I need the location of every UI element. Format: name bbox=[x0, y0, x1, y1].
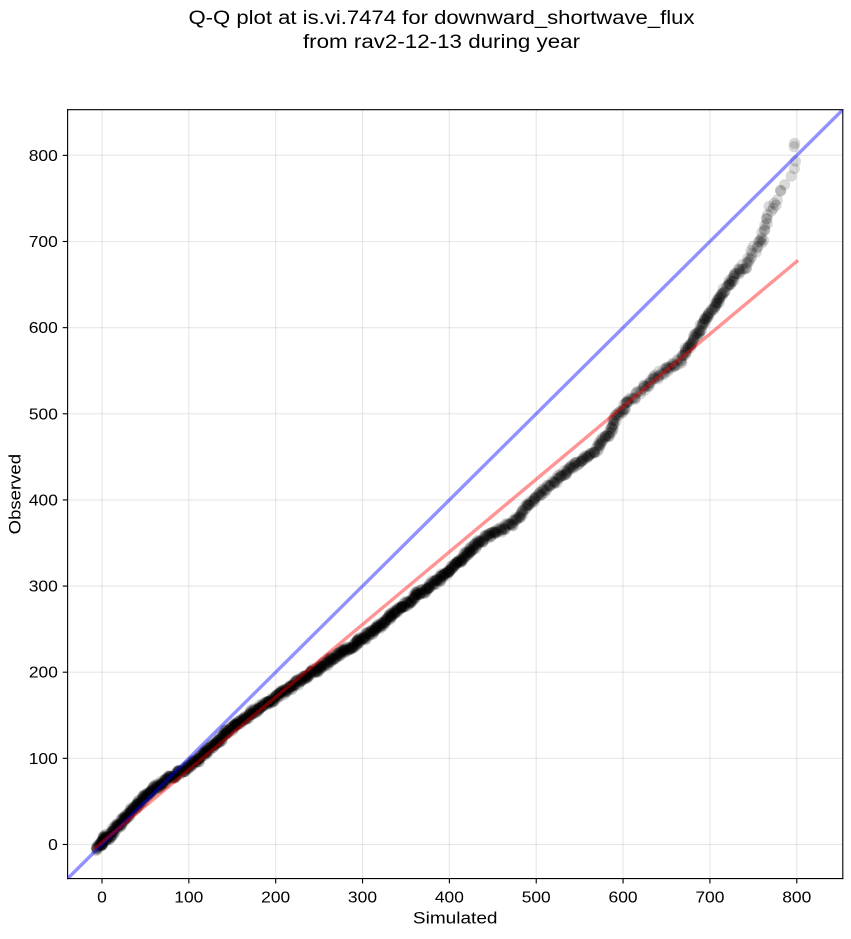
svg-text:800: 800 bbox=[29, 148, 58, 165]
svg-text:300: 300 bbox=[29, 579, 58, 596]
svg-text:0: 0 bbox=[97, 889, 107, 906]
svg-text:700: 700 bbox=[695, 889, 724, 906]
svg-text:600: 600 bbox=[29, 320, 58, 337]
svg-text:800: 800 bbox=[782, 889, 811, 906]
svg-text:500: 500 bbox=[29, 406, 58, 423]
svg-text:100: 100 bbox=[174, 889, 203, 906]
svg-text:400: 400 bbox=[29, 492, 58, 509]
svg-text:100: 100 bbox=[29, 751, 58, 768]
svg-text:300: 300 bbox=[348, 889, 377, 906]
svg-text:Simulated: Simulated bbox=[413, 908, 498, 927]
svg-text:600: 600 bbox=[608, 889, 637, 906]
svg-text:700: 700 bbox=[29, 234, 58, 251]
svg-text:Q-Q plot at is.vi.7474 for dow: Q-Q plot at is.vi.7474 for downward_shor… bbox=[188, 7, 694, 29]
svg-text:400: 400 bbox=[435, 889, 464, 906]
svg-text:200: 200 bbox=[29, 665, 58, 682]
svg-text:500: 500 bbox=[522, 889, 551, 906]
svg-text:0: 0 bbox=[48, 837, 58, 854]
svg-text:200: 200 bbox=[261, 889, 290, 906]
svg-text:Observed: Observed bbox=[6, 454, 25, 534]
svg-text:from rav2-12-13 during year: from rav2-12-13 during year bbox=[303, 31, 581, 53]
